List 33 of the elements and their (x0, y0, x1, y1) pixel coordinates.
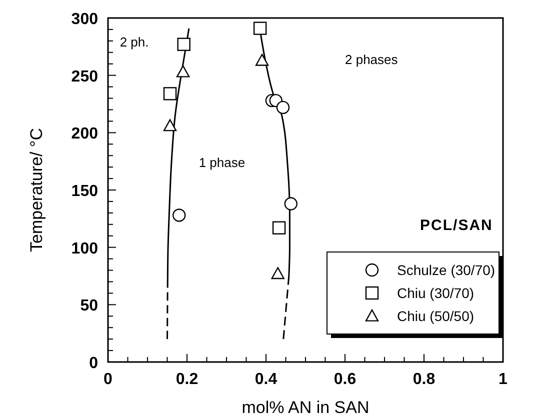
point (272, 221, 286, 234)
x-tick-label: 0.2 (176, 371, 198, 388)
y-tick-label: 150 (71, 183, 98, 200)
point (253, 22, 267, 35)
y-axis-title: Temperature/ °C (27, 128, 46, 252)
y-tick-label: 200 (71, 126, 98, 143)
point (271, 267, 284, 280)
point (163, 119, 177, 132)
x-tick-label: 0 (104, 371, 113, 388)
x-tick-label: 0.6 (334, 371, 356, 388)
point (163, 87, 177, 100)
y-tick-label: 0 (89, 355, 98, 372)
point (177, 38, 190, 51)
y-tick-label: 100 (71, 240, 98, 258)
point (276, 100, 290, 114)
legend-label: Chiu (30/70) (397, 285, 474, 301)
annotation: 2 ph. (120, 34, 149, 50)
y-tick-label: 300 (71, 11, 98, 28)
point (176, 65, 190, 78)
point (284, 197, 298, 210)
point (172, 208, 186, 222)
annotation: 2 phases (345, 52, 398, 67)
x-axis-title: mol% AN in SAN (242, 398, 370, 417)
legend-label: Chiu (50/50) (397, 308, 474, 324)
y-tick-label: 250 (71, 68, 98, 86)
point (255, 54, 269, 66)
annotation: 1 phase (198, 155, 246, 170)
x-tick-label: 0.8 (412, 371, 436, 388)
x-tick-label: 1 (498, 371, 508, 388)
legend-label: Schulze (30/70) (397, 262, 496, 278)
y-tick-label: 50 (80, 298, 98, 315)
annotation: PCL/SAN (420, 217, 493, 234)
x-tick-label: 0.4 (254, 371, 278, 388)
